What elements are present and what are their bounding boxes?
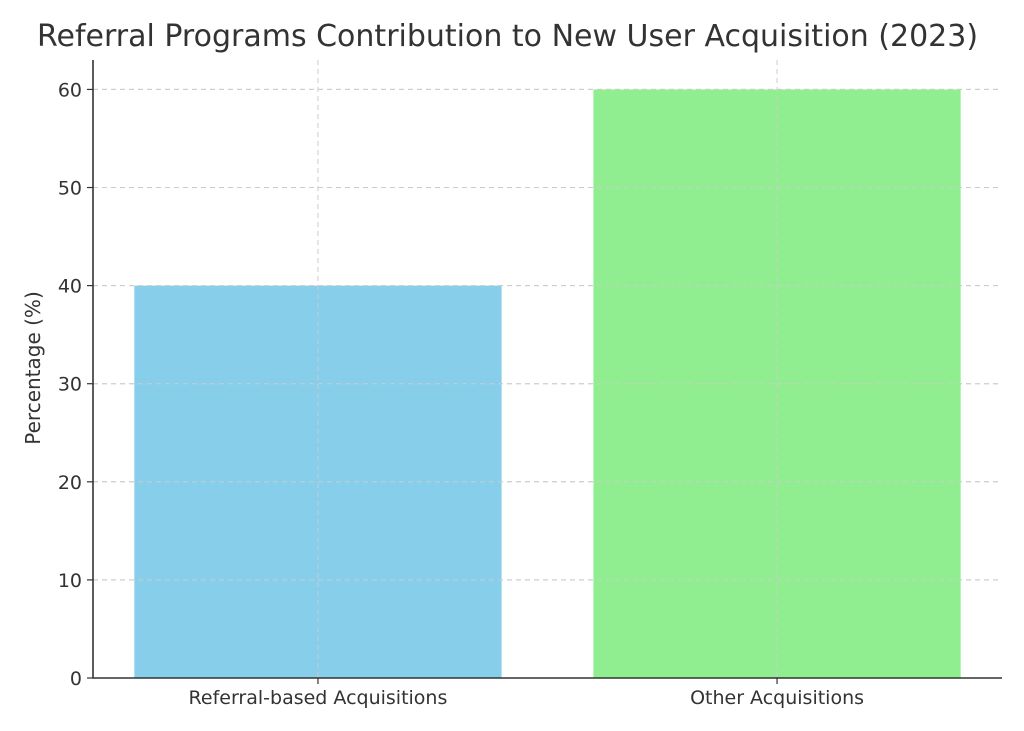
- x-tick-label: Other Acquisitions: [690, 687, 864, 709]
- y-tick-label: 40: [58, 276, 82, 298]
- y-tick-label: 60: [58, 79, 82, 101]
- y-tick-label: 10: [58, 570, 82, 592]
- bars: [93, 60, 1002, 678]
- y-tick-label: 30: [58, 374, 82, 396]
- axis-spines: [92, 60, 1002, 679]
- y-tick-label: 20: [58, 472, 82, 494]
- chart-title: Referral Programs Contribution to New Us…: [37, 19, 978, 54]
- y-tick-label: 0: [70, 668, 82, 690]
- y-axis-label: Percentage (%): [21, 291, 45, 444]
- x-axis: Referral-based Acquisitions Other Acquisi…: [189, 678, 864, 709]
- x-tick-label: Referral-based Acquisitions: [189, 687, 448, 709]
- y-tick-label: 50: [58, 178, 82, 200]
- y-axis: 0 10 20 30 40 50 60: [58, 79, 93, 690]
